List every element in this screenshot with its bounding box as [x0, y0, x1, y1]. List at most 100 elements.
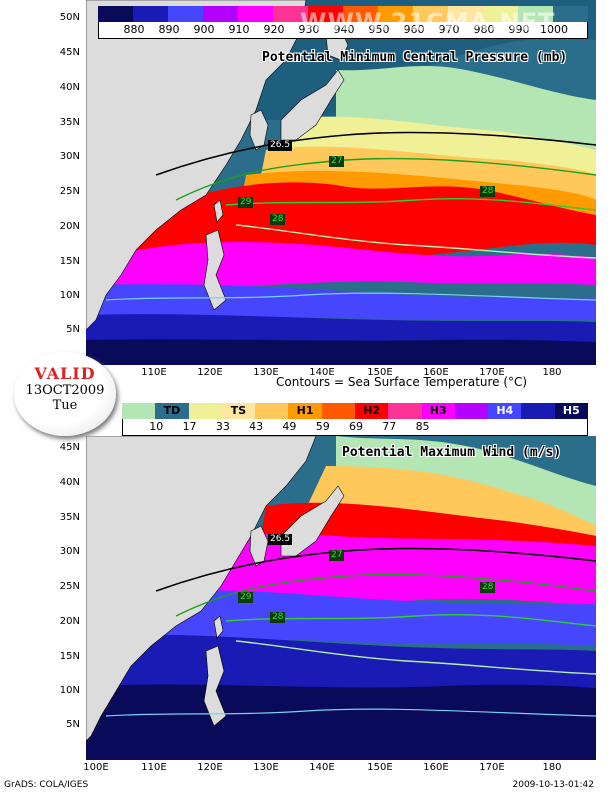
colorbar-tick-label: 77 — [382, 420, 397, 433]
sst-contour-label: 28 — [270, 612, 286, 623]
lat-label: 40N — [59, 82, 80, 93]
lat-label: 45N — [59, 442, 80, 453]
wind-category-label: H1 — [296, 404, 314, 417]
colorbar-swatch — [321, 403, 355, 419]
colorbar-tick-label: 920 — [263, 23, 285, 36]
footer-timestamp: 2009-10-13-01:42 — [512, 780, 595, 790]
sst-contour-label: 28 — [270, 214, 286, 225]
footer-credit: GrADS: COLA/IGES — [4, 780, 89, 790]
pressure-colorbar-swatches — [98, 6, 588, 22]
wind-category-label: H4 — [496, 404, 514, 417]
sst-contour-label: 28 — [480, 582, 496, 593]
lat-label: 40N — [59, 477, 80, 488]
colorbar-swatch — [354, 403, 389, 419]
sst-contour-label: 29 — [238, 197, 254, 208]
valid-title: VALID — [34, 364, 96, 383]
sst-contour-label: 26.5 — [268, 534, 293, 545]
lon-label: 150E — [367, 762, 393, 773]
pressure-colorbar: 880 890 900 910 920 930 940 950 960 970 980 990 1000 — [98, 6, 588, 39]
lat-label: 30N — [59, 546, 80, 557]
colorbar-swatch — [168, 6, 203, 22]
colorbar-swatch — [343, 6, 378, 22]
lon-label: 150E — [367, 367, 393, 378]
wind-category-label: TD — [163, 404, 181, 417]
lon-label: 180 — [542, 367, 562, 378]
colorbar-tick-label: 59 — [315, 420, 330, 433]
colorbar-tick-label: 900 — [193, 23, 215, 36]
wind-category-label: H3 — [429, 404, 447, 417]
lat-label: 45N — [59, 47, 80, 58]
colorbar-tick-label: 930 — [298, 23, 320, 36]
colorbar-swatch — [221, 403, 256, 419]
lat-label: 20N — [59, 616, 80, 627]
lon-label: 110E — [141, 762, 167, 773]
lon-label: 110E — [141, 367, 167, 378]
lat-label: 25N — [59, 186, 80, 197]
wind-colorbar-labels: 10 17 33 43 49 59 69 77 85 — [122, 419, 588, 436]
lon-label: 170E — [479, 367, 505, 378]
wind-category-labels: TD TS H1 H2 H3 H4 H5 — [122, 403, 588, 419]
lon-label: 140E — [309, 762, 335, 773]
pressure-map — [86, 0, 596, 365]
lon-label: 100E — [83, 762, 109, 773]
lon-label: 160E — [423, 367, 449, 378]
valid-day: Tue — [52, 398, 78, 413]
watermark: WWW.21CMA.NET — [300, 8, 556, 36]
colorbar-tick-label: 890 — [158, 23, 180, 36]
colorbar-swatch — [308, 6, 343, 22]
colorbar-swatch — [122, 403, 156, 419]
lat-label: 25N — [59, 581, 80, 592]
lat-label: 30N — [59, 151, 80, 162]
lon-label: 130E — [253, 762, 279, 773]
colorbar-tick-label: 980 — [473, 23, 495, 36]
wind-map — [86, 436, 596, 760]
colorbar-swatch — [273, 6, 308, 22]
wind-map-panel — [86, 436, 596, 760]
colorbar-tick-label: 880 — [123, 23, 145, 36]
colorbar-tick-label: 990 — [508, 23, 530, 36]
colorbar-swatch — [448, 6, 483, 22]
pressure-map-panel — [86, 0, 596, 365]
valid-date: 13OCT2009 — [25, 383, 105, 398]
colorbar-swatch — [133, 6, 168, 22]
colorbar-swatch — [98, 6, 133, 22]
colorbar-swatch — [421, 403, 455, 419]
pressure-colorbar-labels: 880 890 900 910 920 930 940 950 960 970 980 990 1000 — [98, 22, 588, 39]
colorbar-swatch — [388, 403, 422, 419]
lat-label: 5N — [66, 324, 80, 335]
lat-label: 20N — [59, 221, 80, 232]
sst-contour-label: 29 — [238, 592, 254, 603]
lat-label: 15N — [59, 651, 80, 662]
wind-map-title: Potential Maximum Wind (m/s) — [342, 445, 562, 460]
colorbar-swatch — [203, 6, 238, 22]
contour-note: Contours = Sea Surface Temperature (°C) — [276, 375, 528, 389]
colorbar-swatch — [188, 403, 222, 419]
lat-label: 35N — [59, 512, 80, 523]
colorbar-tick-label: 85 — [415, 420, 430, 433]
lat-label: 35N — [59, 117, 80, 128]
valid-time-badge: VALID 13OCT2009 Tue — [14, 352, 116, 436]
colorbar-swatch — [413, 6, 448, 22]
lat-label: 15N — [59, 256, 80, 267]
colorbar-swatch — [554, 403, 588, 419]
wind-category-label: H5 — [562, 404, 580, 417]
sst-contour-label: 27 — [329, 550, 345, 561]
colorbar-tick-label: 960 — [403, 23, 425, 36]
pressure-map-title: Potential Minimum Central Pressure (mb) — [262, 50, 568, 65]
colorbar-swatch — [288, 403, 322, 419]
lon-label: 170E — [479, 762, 505, 773]
colorbar-tick-label: 950 — [368, 23, 390, 36]
colorbar-swatch — [553, 6, 588, 22]
colorbar-swatch — [155, 403, 189, 419]
colorbar-swatch — [238, 6, 273, 22]
lon-label: 120E — [197, 762, 223, 773]
colorbar-swatch — [518, 6, 553, 22]
colorbar-tick-label: 940 — [333, 23, 355, 36]
colorbar-swatch — [454, 403, 489, 419]
colorbar-tick-label: 970 — [438, 23, 460, 36]
lon-label: 120E — [197, 367, 223, 378]
colorbar-tick-label: 33 — [215, 420, 230, 433]
lon-label: 130E — [253, 367, 279, 378]
lat-label: 5N — [66, 719, 80, 730]
colorbar-swatch — [378, 6, 413, 22]
